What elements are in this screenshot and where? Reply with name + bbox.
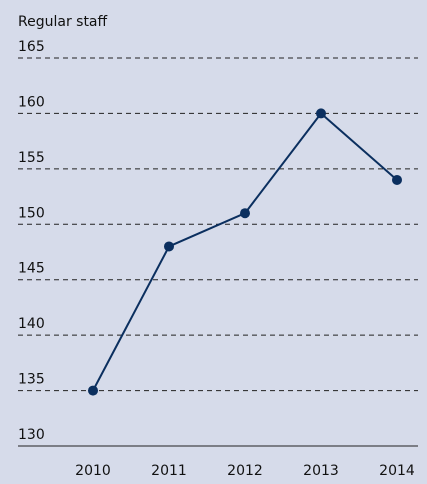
chart-title: Regular staff (18, 14, 108, 30)
y-tick-label: 145 (18, 261, 45, 277)
x-tick-label: 2013 (303, 463, 339, 479)
y-tick-label: 155 (18, 150, 45, 166)
point (240, 208, 250, 219)
y-tick-label: 130 (18, 427, 45, 443)
y-tick-label: 140 (18, 316, 45, 332)
x-tick-label: 2012 (227, 463, 263, 479)
x-tick-label: 2010 (75, 463, 111, 479)
point (164, 241, 174, 252)
x-tick-label: 2014 (379, 463, 415, 479)
y-tick-label: 165 (18, 39, 45, 55)
point (392, 174, 402, 185)
y-tick-label: 150 (18, 205, 45, 221)
point (316, 108, 326, 119)
x-tick-label: 2011 (151, 463, 187, 479)
y-tick-label: 135 (18, 372, 45, 388)
y-tick-label: 160 (18, 94, 45, 110)
point (88, 385, 98, 396)
